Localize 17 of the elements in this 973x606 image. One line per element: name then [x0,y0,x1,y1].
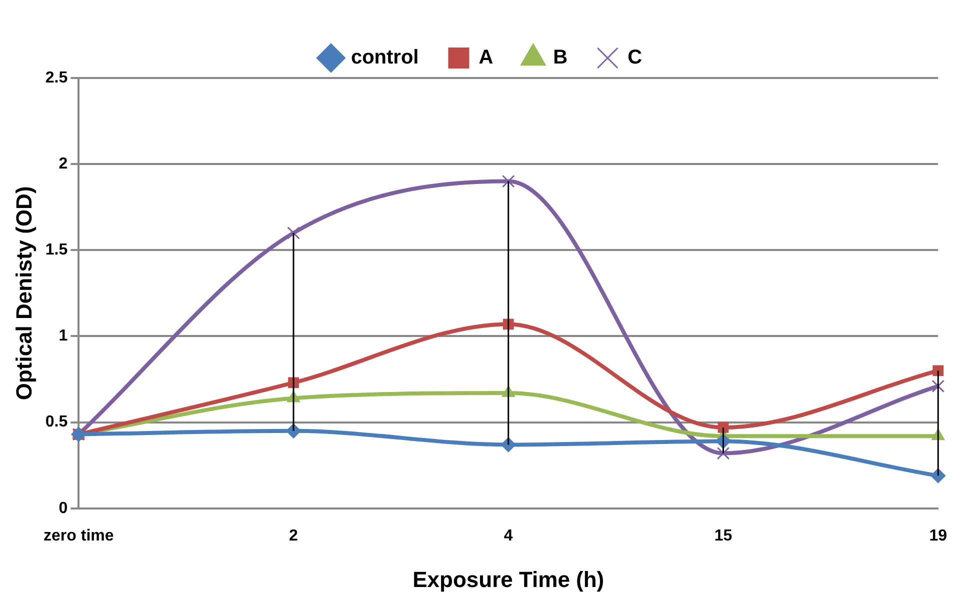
x-tick-label: zero time [44,527,114,544]
y-tick-label: 1.5 [45,242,68,259]
y-tick-label: 2.5 [45,69,68,86]
y-axis-title: Optical Denisty (OD) [11,186,36,400]
y-tick-label: 0 [58,500,68,517]
legend-label: C [628,46,642,69]
legend-label: A [478,46,494,69]
x-axis-title: Exposure Time (h) [412,566,604,592]
y-tick-label: 0.5 [45,414,68,431]
x-tick-label: 15 [714,527,732,544]
legend-label: B [553,46,568,69]
x-tick-label: 2 [289,527,298,544]
legend-label: control [350,46,419,69]
y-tick-label: 1 [58,328,68,345]
x-tick-label: 19 [929,527,948,544]
x-tick-label: 4 [504,527,513,544]
y-tick-label: 2 [58,155,68,172]
